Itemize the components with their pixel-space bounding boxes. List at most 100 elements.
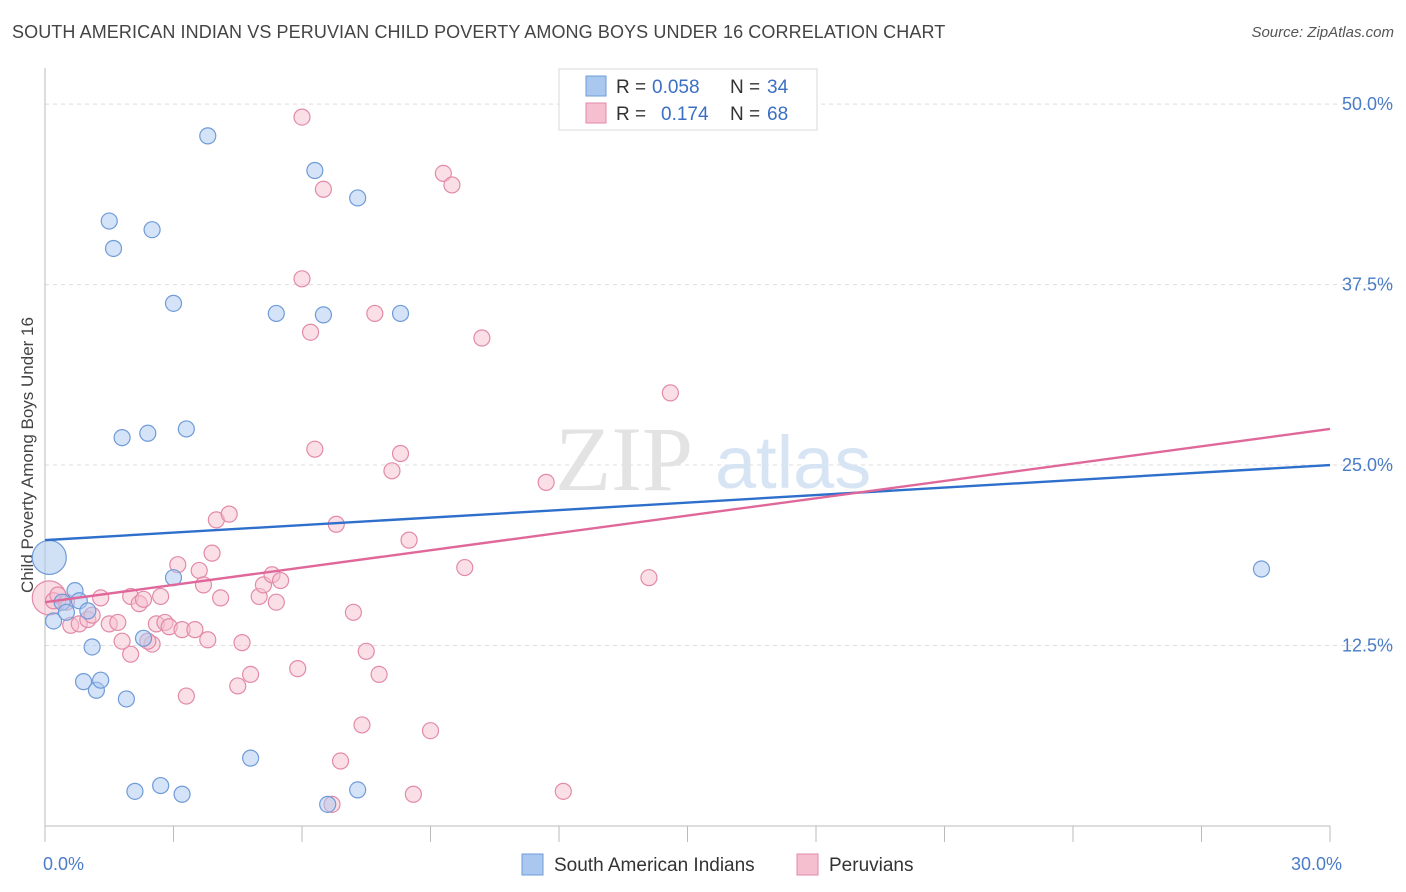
chart-source: Source: ZipAtlas.com [1251,24,1394,41]
point-peruvian [199,631,217,649]
point-peruvian [366,304,384,323]
point-peruvian [404,785,422,803]
point-south-american-indian [79,602,97,620]
point-peruvian [242,665,260,684]
point-peruvian [554,782,572,800]
point-south-american-indian [164,294,183,312]
point-south-american-indian [199,127,217,145]
point-peruvian [212,589,230,607]
point-south-american-indian [117,690,135,708]
point-peruvian [233,634,251,652]
point-south-american-indian [126,782,144,800]
series-legend-label-blue: South American Indians [554,855,755,876]
legend-swatch-pink [585,102,607,124]
legend-r-label-blue: R = [616,77,646,98]
point-peruvian [186,621,204,639]
point-peruvian [92,589,110,607]
point-peruvian [122,645,140,663]
point-south-american-indian [104,239,123,258]
y-tick-labels: 12.5% 25.0% 37.5% 50.0% [1342,94,1393,655]
point-south-american-indian [152,776,170,795]
point-peruvian [661,384,679,402]
x-tick-marks [44,826,1331,842]
legend-n-value-blue: 34 [767,77,789,98]
y-tick-label: 37.5% [1342,275,1393,295]
point-south-american-indian [177,420,195,438]
point-peruvian [229,677,247,695]
series-legend-swatch-blue [521,853,544,876]
point-south-american-indian [306,161,324,180]
watermark-zip: ZIP [555,408,693,510]
point-south-american-indian [267,304,285,323]
point-peruvian [134,590,153,608]
point-peruvian [177,687,195,705]
point-south-american-indian [242,749,260,767]
point-south-american-indian [1252,560,1271,578]
point-peruvian [357,642,375,660]
legend-n-value-pink: 68 [767,104,788,125]
point-peruvian [370,665,388,684]
point-south-american-indian [74,673,93,691]
point-peruvian [301,323,320,341]
trend-lines [44,427,1331,604]
legend-n-label-pink: N = [730,104,760,125]
point-peruvian [443,176,461,194]
y-tick-label: 25.0% [1342,455,1393,475]
point-peruvian [383,462,401,480]
point-peruvian [113,632,131,650]
y-tick-label: 50.0% [1342,94,1393,114]
point-peruvian [293,108,311,126]
series-legend: South American Indians Peruvians [521,853,914,876]
point-south-american-indian [349,781,367,799]
point-peruvian [421,722,440,740]
point-peruvian [456,558,474,577]
legend-r-value-pink: 0.174 [661,104,709,125]
point-peruvian [267,593,285,611]
point-south-american-indian [143,221,161,239]
point-peruvian [220,505,238,523]
x-tick-label: 30.0% [1291,854,1342,874]
point-south-american-indian [44,612,63,630]
point-south-american-indian [83,638,101,656]
point-peruvian [473,329,491,347]
point-peruvian [314,180,333,198]
point-peruvian [152,587,170,606]
watermark: ZIP atlas [555,408,871,510]
point-peruvian [289,660,307,678]
point-south-american-indian [134,629,153,647]
trendline-south-american-indians [44,463,1331,542]
y-tick-label: 12.5% [1342,636,1393,656]
watermark-atlas: atlas [715,421,871,504]
point-peruvian [109,613,127,632]
gridlines [45,103,1392,647]
peruvians-points [31,108,679,813]
point-peruvian [203,544,221,562]
point-peruvian [271,571,290,590]
x-tick-label: 0.0% [43,854,84,874]
point-south-american-indian [173,785,191,803]
legend-swatch-blue [585,75,607,97]
point-south-american-indian [57,603,76,621]
point-peruvian [306,440,324,458]
point-peruvian [434,164,452,182]
legend-r-value-blue: 0.058 [652,77,700,98]
point-south-american-indian [349,189,367,207]
point-south-american-indian [100,212,118,230]
point-south-american-indian [314,306,333,324]
legend-r-label-pink: R = [616,104,646,125]
point-peruvian [331,752,350,770]
point-peruvian [537,473,555,491]
correlation-legend: R = 0.058 N = 34 R = 0.174 N = 68 [558,68,818,131]
chart-title: SOUTH AMERICAN INDIAN VS PERUVIAN CHILD … [12,22,946,42]
point-south-american-indian [92,671,110,689]
series-legend-label-pink: Peruvians [829,855,914,876]
point-south-american-indian [391,304,410,323]
point-peruvian [400,531,418,549]
point-peruvian [293,270,311,288]
x-tick-labels: 0.0% 30.0% [43,854,1342,874]
series-legend-swatch-pink [796,853,819,876]
point-peruvian [640,569,658,587]
point-peruvian [353,716,371,734]
point-south-american-indian [113,429,131,447]
